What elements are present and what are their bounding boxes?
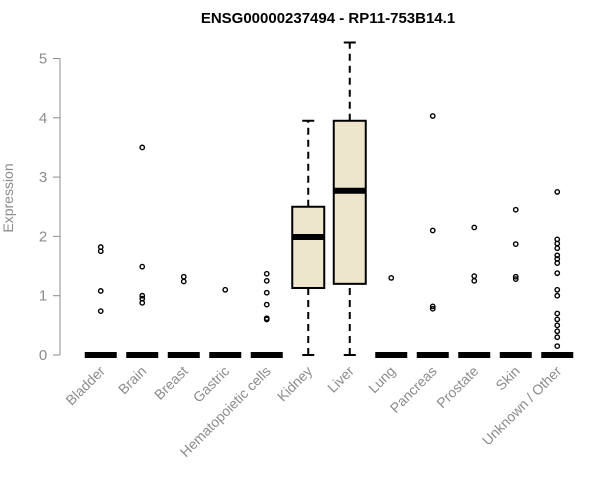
chart-title: ENSG00000237494 - RP11-753B14.1 bbox=[201, 10, 455, 27]
outlier-point bbox=[471, 224, 478, 231]
outlier-point bbox=[429, 303, 436, 310]
x-tick-label: Breast bbox=[151, 363, 191, 403]
outlier-point bbox=[554, 316, 561, 323]
outlier-point bbox=[554, 189, 561, 195]
x-tick-label: Prostate bbox=[433, 363, 481, 411]
box-lung bbox=[375, 275, 408, 358]
outlier-point bbox=[554, 292, 561, 299]
outlier-point bbox=[180, 273, 187, 280]
outlier-point bbox=[263, 289, 270, 296]
outlier-point bbox=[554, 322, 561, 329]
outlier-point bbox=[512, 241, 519, 248]
box-iqr bbox=[332, 119, 367, 285]
outlier-point bbox=[554, 252, 561, 259]
outlier-point bbox=[554, 286, 561, 293]
outlier-point bbox=[139, 292, 146, 299]
outlier-point bbox=[512, 276, 519, 282]
outlier-point bbox=[512, 273, 519, 280]
outlier-point bbox=[388, 275, 395, 281]
outlier-point bbox=[263, 315, 270, 322]
outlier-point bbox=[554, 328, 561, 335]
outlier-point bbox=[554, 256, 561, 262]
box-hematopoietic-cells bbox=[250, 270, 283, 358]
outlier-point bbox=[97, 244, 104, 250]
outlier-point bbox=[512, 206, 519, 213]
outlier-point bbox=[554, 310, 561, 317]
box-prostate bbox=[458, 224, 491, 358]
x-tick-label: Liver bbox=[324, 363, 357, 396]
y-axis: 0 1 2 3 4 5 bbox=[39, 51, 61, 364]
outlier-point bbox=[429, 305, 436, 312]
y-tick-label: 5 bbox=[39, 51, 47, 68]
outlier-point bbox=[471, 273, 478, 280]
x-tick-label: Bladder bbox=[62, 363, 108, 409]
y-tick-label: 2 bbox=[39, 228, 47, 245]
outlier-point bbox=[554, 236, 561, 243]
outlier-point bbox=[263, 277, 270, 284]
outlier-point bbox=[263, 270, 270, 277]
outlier-point bbox=[429, 113, 436, 119]
outlier-point bbox=[222, 286, 229, 293]
outlier-point bbox=[180, 278, 187, 285]
y-tick-label: 1 bbox=[39, 288, 47, 305]
outlier-point bbox=[139, 295, 146, 302]
outlier-point bbox=[139, 144, 146, 151]
x-tick-label: Skin bbox=[492, 363, 523, 394]
x-tick-label: Lung bbox=[365, 363, 398, 396]
box-gastric bbox=[209, 286, 242, 358]
outlier-point bbox=[97, 308, 104, 315]
box-pancreas bbox=[416, 113, 449, 358]
y-tick-label: 4 bbox=[39, 110, 47, 127]
box-bladder bbox=[84, 244, 117, 358]
x-tick-label: Unknown / Other bbox=[479, 363, 565, 449]
y-tick-label: 0 bbox=[39, 347, 47, 364]
box-liver bbox=[332, 41, 367, 356]
x-tick-label: Brain bbox=[115, 363, 149, 397]
y-axis-label: Expression bbox=[0, 163, 16, 232]
box-unknown-other bbox=[541, 189, 574, 358]
outlier-point bbox=[471, 277, 478, 284]
box-breast bbox=[167, 273, 200, 358]
outlier-point bbox=[97, 288, 104, 294]
x-tick-label: Kidney bbox=[274, 363, 316, 405]
box-iqr bbox=[291, 205, 326, 289]
y-tick-label: 3 bbox=[39, 169, 47, 186]
outlier-point bbox=[554, 270, 561, 277]
outlier-point bbox=[554, 245, 561, 252]
box-skin bbox=[499, 206, 532, 358]
box-series bbox=[84, 41, 574, 358]
outlier-point bbox=[429, 227, 436, 234]
outlier-point bbox=[139, 263, 146, 270]
outlier-point bbox=[554, 343, 561, 350]
box-kidney bbox=[291, 119, 326, 356]
outlier-point bbox=[263, 301, 270, 308]
box-brain bbox=[126, 144, 159, 358]
outlier-point bbox=[554, 334, 561, 341]
